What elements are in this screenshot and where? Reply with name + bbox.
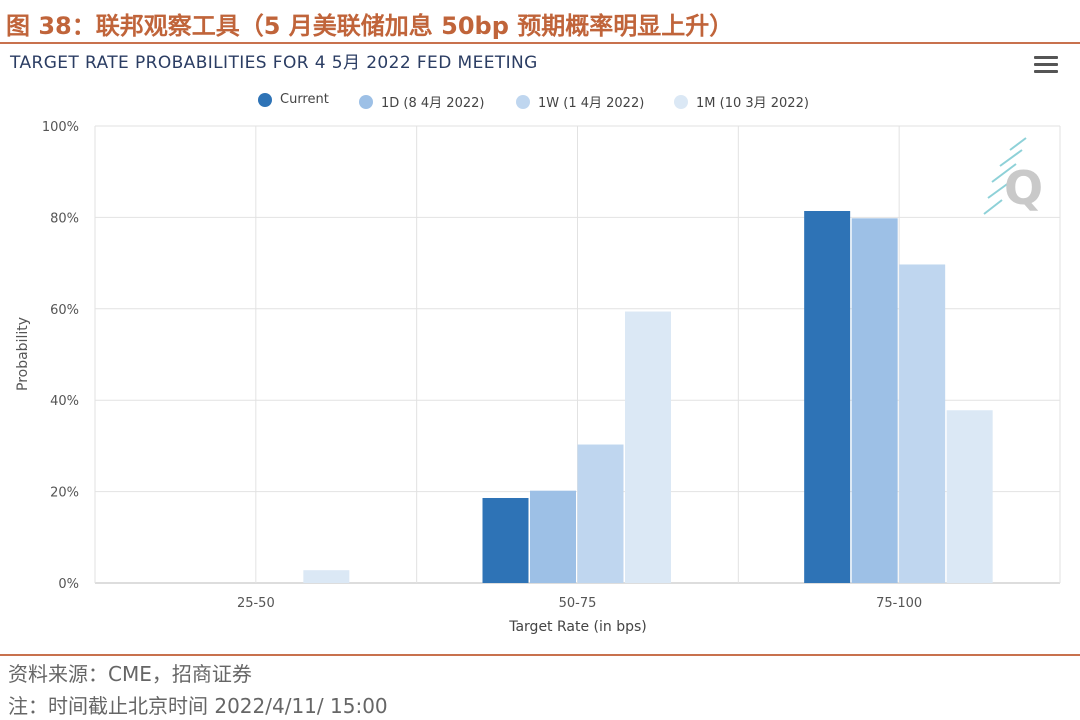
x-tick-label: 25-50 xyxy=(237,596,275,611)
bar-series xyxy=(303,211,993,583)
y-tick-label: 0% xyxy=(58,577,79,592)
y-tick-label: 20% xyxy=(50,486,79,501)
bar[interactable] xyxy=(577,444,624,583)
bar[interactable] xyxy=(303,570,350,583)
y-tick-label: 80% xyxy=(50,211,79,226)
time-note: 注：时间截止北京时间 2022/4/11/ 15:00 xyxy=(8,694,388,718)
figure-title: 图 38：联邦观察工具（5 月美联储加息 50bp 预期概率明显上升） xyxy=(6,12,734,40)
bar[interactable] xyxy=(625,311,671,583)
legend-dot-icon xyxy=(516,94,530,109)
legend-item-current[interactable]: Current xyxy=(258,92,329,107)
svg-text:Q: Q xyxy=(1004,161,1043,215)
bar[interactable] xyxy=(482,497,529,583)
bar[interactable] xyxy=(899,264,946,583)
legend-item-1d[interactable]: 1D (8 4月 2022) xyxy=(359,92,484,111)
y-tick-label: 100% xyxy=(42,120,79,135)
y-tick-label: 40% xyxy=(50,394,79,409)
bar[interactable] xyxy=(530,490,576,583)
y-axis-label: Probability xyxy=(15,317,31,391)
y-tick-label: 60% xyxy=(50,303,79,318)
bar-chart: Q 0% 20% 40% 60% 80% 100% 25-50 50-75 75-100 Ta… xyxy=(15,120,1061,635)
chart-title: TARGET RATE PROBABILITIES FOR 4 5月 2022 … xyxy=(10,53,538,73)
legend-item-1w[interactable]: 1W (1 4月 2022) xyxy=(516,92,644,111)
top-divider xyxy=(0,42,1080,44)
legend-dot-icon xyxy=(359,94,373,109)
bar[interactable] xyxy=(804,211,851,583)
legend-dot-icon xyxy=(674,94,688,109)
chart-legend: Current 1D (8 4月 2022) 1W (1 4月 2022) 1M… xyxy=(0,92,1080,114)
legend-label: Current xyxy=(280,92,329,107)
source-note: 资料来源：CME，招商证券 xyxy=(8,662,252,686)
hamburger-menu-icon[interactable] xyxy=(1034,56,1058,76)
q-watermark-icon: Q xyxy=(983,137,1043,215)
legend-dot-icon xyxy=(258,92,272,107)
x-tick-label: 50-75 xyxy=(559,596,597,611)
bottom-divider xyxy=(0,654,1080,656)
bar[interactable] xyxy=(851,218,898,583)
legend-label: 1M (10 3月 2022) xyxy=(696,96,809,111)
x-tick-label: 75-100 xyxy=(876,596,922,611)
legend-item-1m[interactable]: 1M (10 3月 2022) xyxy=(674,92,809,111)
legend-label: 1D (8 4月 2022) xyxy=(381,96,485,111)
y-axis-ticks: 0% 20% 40% 60% 80% 100% xyxy=(42,120,79,592)
x-axis-ticks: 25-50 50-75 75-100 xyxy=(237,596,922,611)
legend-label: 1W (1 4月 2022) xyxy=(538,96,645,111)
bar[interactable] xyxy=(946,410,993,583)
x-axis-label: Target Rate (in bps) xyxy=(508,619,647,635)
